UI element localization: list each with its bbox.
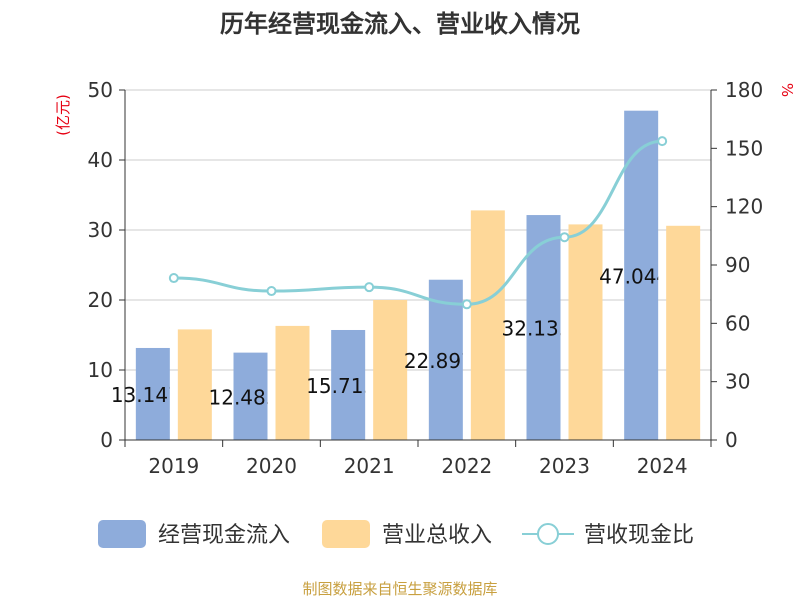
x-tick-label: 2020 <box>246 454 297 478</box>
bar-revenue <box>568 224 603 440</box>
legend-marker-ratio <box>537 523 559 545</box>
right-tick-label: 180 <box>725 78 763 102</box>
data-label-cash-inflow: 12.483 <box>209 385 279 409</box>
ratio-point <box>461 299 472 310</box>
ratio-point <box>168 273 179 284</box>
right-tick-label: 30 <box>725 370 750 394</box>
right-tick-label: 0 <box>725 428 738 452</box>
ratio-point <box>559 232 570 243</box>
ratio-point <box>657 136 668 147</box>
left-tick-label: 30 <box>88 218 113 242</box>
grid-lines <box>125 89 711 371</box>
left-tick-label: 0 <box>100 428 113 452</box>
axes: 0 10 20 30 40 50 0 30 60 90 120 150 180 2019 2020 2021 2… <box>88 78 764 478</box>
data-label-cash-inflow: 13.147 <box>111 383 181 407</box>
ratio-point <box>266 286 277 297</box>
bar-cash-inflow <box>135 347 170 440</box>
bar-cash-inflow <box>233 352 268 440</box>
legend-label-revenue: 营业总收入 <box>382 523 492 548</box>
bar-revenue <box>275 325 310 440</box>
x-tick-label: 2022 <box>441 454 492 478</box>
data-labels: 13.147 12.483 15.715 22.897 32.135 47.044 <box>111 264 669 409</box>
x-tick-label: 2024 <box>637 454 688 478</box>
data-label-cash-inflow: 47.044 <box>599 264 669 288</box>
legend: 经营现金流入 营业总收入 营收现金比 <box>98 520 694 548</box>
x-tick-label: 2023 <box>539 454 590 478</box>
chart-title: 历年经营现金流入、营业收入情况 <box>220 10 580 38</box>
right-tick-label: 120 <box>725 195 763 219</box>
bar-revenue <box>373 300 408 440</box>
bar-cash-inflow <box>331 329 366 440</box>
bar-revenue <box>470 210 505 440</box>
left-tick-label: 10 <box>88 358 113 382</box>
x-tick-label: 2021 <box>344 454 395 478</box>
legend-label-cash-inflow: 经营现金流入 <box>158 523 290 548</box>
right-axis-unit: % <box>778 83 796 97</box>
bar-cash-inflow <box>624 110 659 440</box>
data-label-cash-inflow: 32.135 <box>502 317 572 341</box>
data-label-cash-inflow: 22.897 <box>404 349 474 373</box>
legend-label-ratio: 营收现金比 <box>584 523 694 548</box>
data-label-cash-inflow: 15.715 <box>306 374 376 398</box>
bar-revenue <box>666 225 701 440</box>
left-tick-label: 40 <box>88 148 113 172</box>
ratio-line <box>168 136 668 310</box>
bar-revenue <box>177 329 212 440</box>
bar-marks <box>135 110 701 440</box>
x-tick-label: 2019 <box>148 454 199 478</box>
bar-cash-inflow <box>428 279 463 440</box>
legend-swatch-revenue <box>322 520 370 548</box>
legend-swatch-cash-inflow <box>98 520 146 548</box>
right-tick-label: 60 <box>725 311 750 335</box>
right-tick-label: 150 <box>725 136 763 160</box>
left-axis-unit: (亿元) <box>54 94 72 136</box>
left-tick-label: 20 <box>88 288 113 312</box>
source-note: 制图数据来自恒生聚源数据库 <box>302 580 497 598</box>
right-tick-label: 90 <box>725 253 750 277</box>
ratio-point <box>364 282 375 293</box>
left-tick-label: 50 <box>88 78 113 102</box>
